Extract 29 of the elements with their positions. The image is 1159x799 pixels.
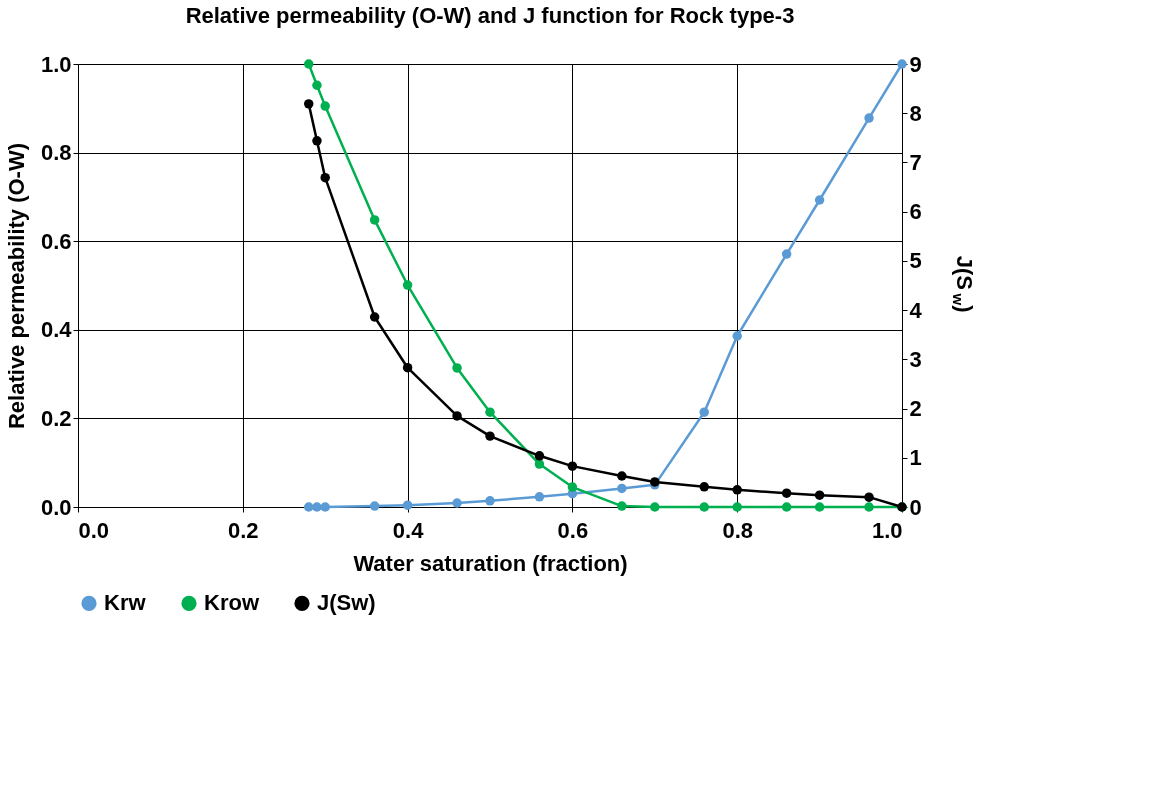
y2-tick-label: 7 — [909, 149, 922, 175]
x-axis-title: Water saturation (fraction) — [353, 550, 628, 576]
y2-tick-label: 6 — [909, 199, 922, 225]
y-tick-label: 0.8 — [40, 140, 72, 166]
y2-tick-label: 9 — [909, 51, 922, 77]
legend-label: Krw — [104, 590, 147, 616]
y-tick-label: 1.0 — [40, 51, 72, 77]
legend-label: Krow — [204, 590, 260, 616]
x-tick-label: 1.0 — [871, 517, 903, 543]
y-tick-label: 0.0 — [40, 494, 72, 520]
y2-tick-label: 1 — [909, 445, 922, 471]
chart-title: Relative permeability (O-W) and J function for Rock type-3 — [185, 3, 795, 28]
x-tick-label: 0.0 — [78, 517, 110, 543]
x-tick-label: 0.4 — [392, 517, 425, 543]
legend-label: J(Sw) — [317, 590, 376, 616]
y2-tick-label: 4 — [909, 297, 923, 323]
y2-tick-label: 0 — [909, 494, 922, 520]
y2-tick-label: 2 — [909, 396, 922, 422]
x-tick-label: 0.6 — [557, 517, 589, 543]
x-tick-label: 0.8 — [722, 517, 753, 543]
y-tick-label: 0.6 — [40, 228, 72, 254]
y-tick-label: 0.2 — [40, 405, 72, 431]
x-tick-label: 0.2 — [228, 517, 259, 543]
y2-tick-label: 8 — [909, 100, 922, 126]
y2-tick-label: 3 — [909, 346, 922, 372]
y-axis-title: Relative permeability (O-W) — [3, 142, 29, 430]
y-tick-label: 0.4 — [40, 317, 73, 343]
y2-tick-label: 5 — [909, 248, 922, 274]
y2-axis-title: J(Sw) — [950, 255, 977, 313]
